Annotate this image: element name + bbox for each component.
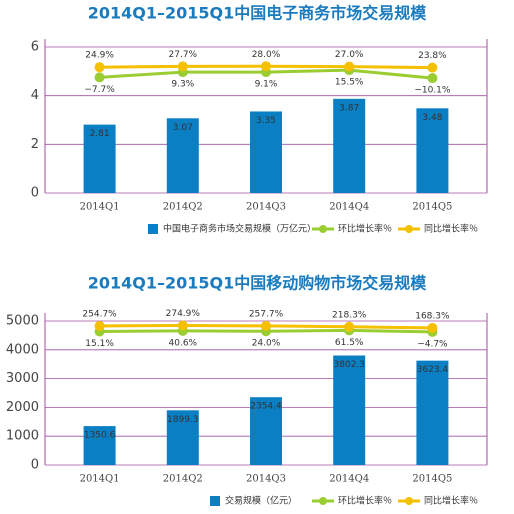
bar <box>333 98 366 193</box>
bar-label: 3802.3 <box>333 360 365 370</box>
point-label: 9.3% <box>171 80 194 90</box>
x-tick-label: 2014Q1 <box>80 474 120 485</box>
line-point <box>94 62 105 73</box>
point-label: −7.7% <box>84 85 115 95</box>
point-label: −4.7% <box>417 339 448 349</box>
chart-title: 2014Q1–2015Q1中国移动购物市场交易规模 <box>88 274 428 293</box>
y-tick-label: 4 <box>31 88 39 103</box>
x-tick-label: 2014Q5 <box>412 474 452 485</box>
y-tick-label: 2000 <box>6 400 39 415</box>
y-tick-label: 0 <box>31 186 39 201</box>
line-point <box>427 322 438 333</box>
bar-label: 1899.3 <box>167 415 199 425</box>
bar <box>416 360 449 465</box>
y-tick-label: 6 <box>31 40 39 55</box>
line-point <box>261 320 271 331</box>
point-label: 27.0% <box>335 50 364 60</box>
point-label: 24.0% <box>252 339 281 349</box>
x-tick-label: 2014Q1 <box>80 202 120 213</box>
legend-label: 交易规模（亿元） <box>225 495 297 507</box>
y-tick-label: 2 <box>31 137 39 152</box>
legend-swatch <box>210 496 220 506</box>
legend-label: 中国电子商务市场交易规模（万亿元） <box>163 223 316 235</box>
point-label: 27.7% <box>169 50 198 60</box>
point-label: 9.1% <box>255 80 278 90</box>
y-tick-label: 4000 <box>6 342 39 357</box>
point-label: 61.5% <box>335 338 364 348</box>
point-label: 40.6% <box>169 338 198 348</box>
chart-title: 2014Q1–2015Q1中国电子商务市场交易规模 <box>88 4 428 23</box>
point-label: 274.9% <box>166 309 201 319</box>
point-label: 23.8% <box>418 51 447 61</box>
y-tick-label: 0 <box>31 458 39 473</box>
point-label: 257.7% <box>249 309 284 319</box>
point-label: 168.3% <box>415 311 450 321</box>
legend-label: 同比增长率％ <box>424 223 478 235</box>
point-label: 15.1% <box>85 339 114 349</box>
bar-label: 3.07 <box>173 123 193 133</box>
y-tick-label: 1000 <box>6 429 39 444</box>
bar-label: 2.81 <box>90 129 110 139</box>
point-label: 15.5% <box>335 78 364 88</box>
point-label: −10.1% <box>414 86 451 96</box>
bar-label: 3.35 <box>256 116 276 126</box>
bar-label: 3.48 <box>422 113 442 123</box>
bar <box>250 111 282 193</box>
x-tick-label: 2014Q3 <box>246 474 286 485</box>
legend-swatch <box>405 497 413 505</box>
bar <box>166 410 199 465</box>
bar-label: 2354.4 <box>250 402 282 412</box>
x-tick-label: 2014Q4 <box>329 474 369 485</box>
line-point <box>344 61 355 72</box>
x-tick-label: 2014Q2 <box>163 202 203 213</box>
bar <box>83 124 116 193</box>
line-point <box>427 73 438 84</box>
x-tick-label: 2014Q2 <box>163 474 203 485</box>
line-point <box>344 321 355 332</box>
bar <box>416 108 449 193</box>
point-label: 24.9% <box>85 51 114 61</box>
bar <box>83 426 116 465</box>
line-point <box>177 320 188 331</box>
line-point <box>427 62 438 73</box>
legend-swatch <box>319 497 327 505</box>
line-point <box>94 320 105 331</box>
x-tick-label: 2014Q3 <box>246 202 286 213</box>
bar <box>250 397 282 465</box>
x-tick-label: 2014Q5 <box>412 202 452 213</box>
y-tick-label: 3000 <box>6 371 39 386</box>
line-point <box>261 61 271 72</box>
line-point <box>177 61 188 72</box>
point-label: 218.3% <box>332 310 367 320</box>
y-tick-label: 5000 <box>6 314 39 329</box>
legend-label: 环比增长率％ <box>338 495 392 507</box>
legend-label: 环比增长率％ <box>338 223 392 235</box>
point-label: 28.0% <box>252 50 281 60</box>
bar-label: 3623.4 <box>417 365 449 375</box>
legend-swatch <box>405 225 413 233</box>
bar-label: 3.87 <box>339 103 359 113</box>
legend-swatch <box>148 224 158 234</box>
legend-label: 同比增长率％ <box>424 495 478 507</box>
point-label: 254.7% <box>82 309 117 319</box>
x-tick-label: 2014Q4 <box>329 202 369 213</box>
legend-swatch <box>319 225 327 233</box>
bar <box>166 118 199 193</box>
bar <box>333 355 366 465</box>
bar-label: 1350.6 <box>84 431 116 441</box>
line-point <box>94 72 105 83</box>
